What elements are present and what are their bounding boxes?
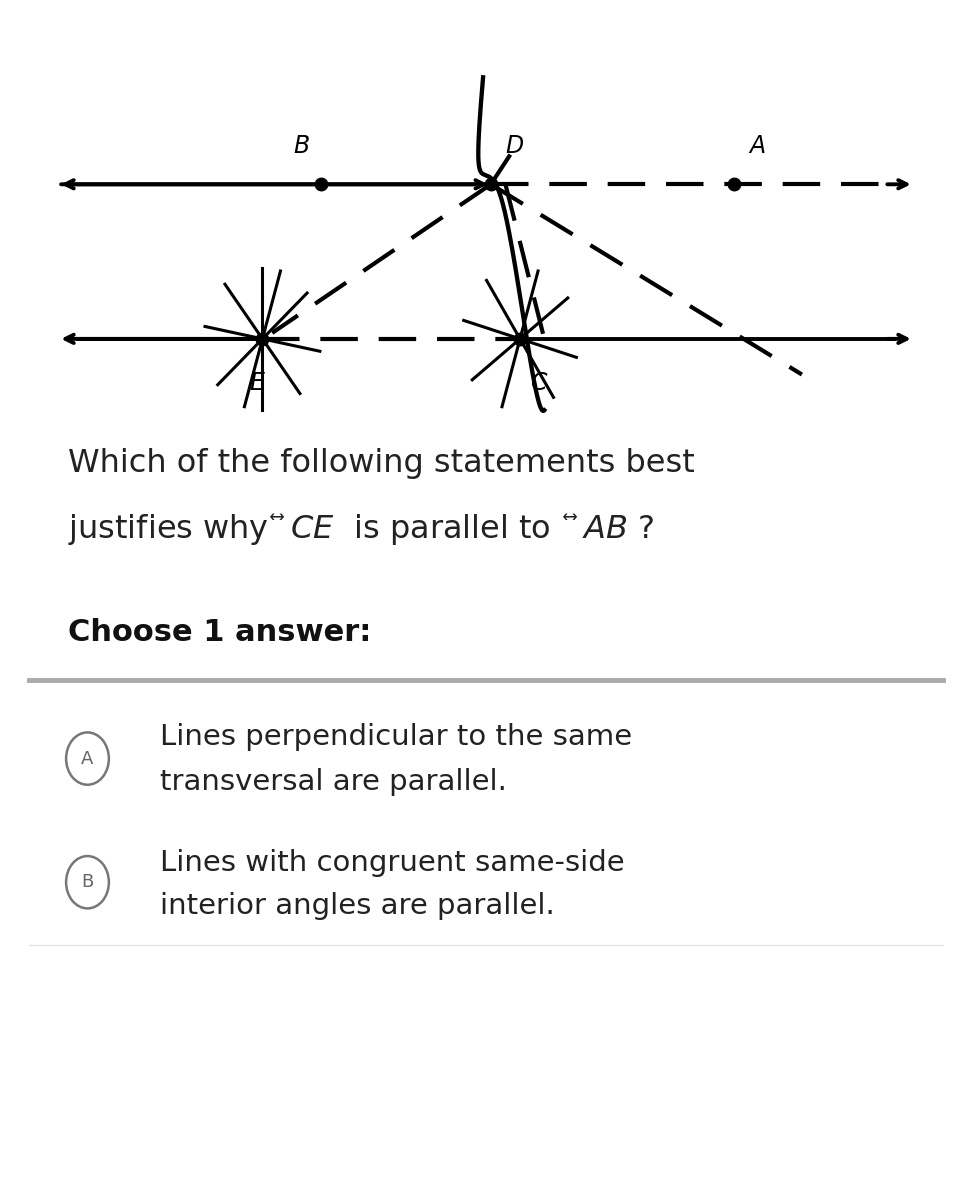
Text: $E$: $E$ [249,372,266,395]
Text: Which of the following statements best: Which of the following statements best [68,448,695,479]
Text: interior angles are parallel.: interior angles are parallel. [160,892,555,920]
Text: $B$: $B$ [293,136,310,158]
Text: Lines with congruent same-side: Lines with congruent same-side [160,849,625,877]
Text: $D$: $D$ [505,136,525,158]
Text: $C$: $C$ [530,372,548,395]
Text: Lines perpendicular to the same: Lines perpendicular to the same [160,723,633,751]
Text: justifies why $\overleftrightarrow{CE}$  is parallel to  $\overleftrightarrow{AB: justifies why $\overleftrightarrow{CE}$ … [68,511,654,547]
Text: Choose 1 answer:: Choose 1 answer: [68,618,371,647]
Text: $A$: $A$ [748,136,766,158]
Text: transversal are parallel.: transversal are parallel. [160,768,507,797]
Text: A: A [82,749,93,768]
Text: B: B [82,873,93,892]
